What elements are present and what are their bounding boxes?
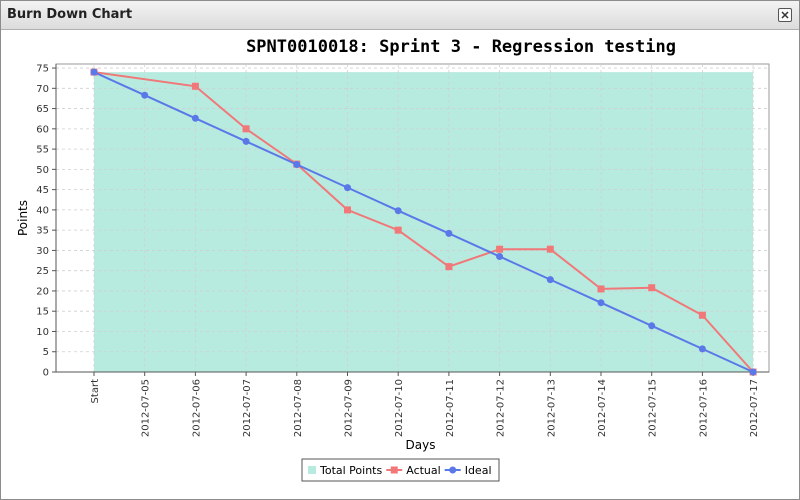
ideal-point <box>496 253 504 260</box>
ideal-point <box>445 229 453 237</box>
x-tick-label: 2012-07-09 <box>344 379 355 437</box>
ideal-point <box>90 68 98 76</box>
actual-legend-label: Actual <box>406 464 440 477</box>
actual-point <box>191 82 199 90</box>
ideal-point <box>293 161 301 169</box>
ideal-point <box>394 207 402 215</box>
ideal-line <box>93 71 754 373</box>
ideal-point <box>191 114 199 122</box>
y-tick-label: 25 <box>36 266 49 277</box>
ideal-point <box>546 276 554 284</box>
actual-point <box>648 284 656 292</box>
actual-point <box>546 245 554 253</box>
actual-point <box>344 206 351 214</box>
x-tick-label: 2012-07-15 <box>648 379 659 437</box>
x-tick-label: 2012-07-17 <box>749 379 760 437</box>
x-tick-label: 2012-07-13 <box>546 379 557 437</box>
y-tick-label: 55 <box>36 145 49 156</box>
y-tick-label: 10 <box>36 327 49 338</box>
ideal-point <box>597 299 605 307</box>
x-tick-label: 2012-07-12 <box>496 379 507 437</box>
actual-point <box>496 245 504 253</box>
ideal-legend-marker <box>449 466 457 474</box>
legend: Total Points Actual Ideal <box>301 458 500 482</box>
x-tick-label: 2012-07-08 <box>293 379 304 437</box>
close-icon <box>781 11 789 19</box>
x-tick-label: Start <box>90 379 101 404</box>
ideal-legend-label: Ideal <box>465 464 492 477</box>
x-tick-label: 2012-07-11 <box>445 379 456 437</box>
y-tick-label: 30 <box>36 246 49 257</box>
x-axis-label: Days <box>406 438 436 452</box>
x-tick-label: 2012-07-07 <box>242 379 253 437</box>
ideal-point <box>242 137 250 145</box>
ideal-point <box>648 322 656 330</box>
total-points-legend-swatch <box>308 466 316 474</box>
plot-area: 0 5 10 15 20 25 30 35 40 45 50 55 60 65 70 75 Start 2012-… <box>36 63 770 437</box>
y-tick-label: 15 <box>36 307 49 318</box>
y-tick-label: 75 <box>36 64 49 75</box>
y-tick-label: 50 <box>36 165 49 176</box>
total-points-legend-label: Total Points <box>319 464 382 477</box>
y-tick-label: 40 <box>36 205 49 216</box>
x-tick-label: 2012-07-06 <box>191 379 202 437</box>
x-tick-label: 2012-07-14 <box>597 379 608 437</box>
y-tick-label: 20 <box>36 286 49 297</box>
close-button[interactable] <box>778 8 792 22</box>
ideal-point <box>141 91 149 99</box>
actual-point <box>394 226 402 234</box>
y-tick-label: 60 <box>36 124 49 135</box>
actual-point <box>242 125 250 133</box>
actual-point <box>445 263 453 271</box>
actual-point <box>597 285 605 293</box>
x-tick-label: 2012-07-16 <box>698 379 709 437</box>
ideal-point <box>698 345 706 353</box>
actual-legend-marker <box>390 466 398 474</box>
y-tick-label: 65 <box>36 104 49 115</box>
x-tick-label: 2012-07-05 <box>141 379 152 437</box>
chart-title: SPNT0010018: Sprint 3 - Regression testi… <box>246 37 676 57</box>
window-title: Burn Down Chart <box>7 7 133 22</box>
burn-down-chart: SPNT0010018: Sprint 3 - Regression testi… <box>16 37 770 482</box>
actual-point <box>698 311 706 319</box>
ideal-point <box>344 184 351 192</box>
title-bar: Burn Down Chart <box>1 1 799 30</box>
y-tick-label: 5 <box>43 347 49 358</box>
y-tick-label: 70 <box>36 84 49 95</box>
y-tick-label: 45 <box>36 185 49 196</box>
ideal-point <box>749 368 757 376</box>
y-tick-label: 35 <box>36 226 49 237</box>
y-tick-label: 0 <box>43 368 49 379</box>
x-tick-label: 2012-07-10 <box>394 379 405 437</box>
y-axis-label: Points <box>16 200 30 236</box>
